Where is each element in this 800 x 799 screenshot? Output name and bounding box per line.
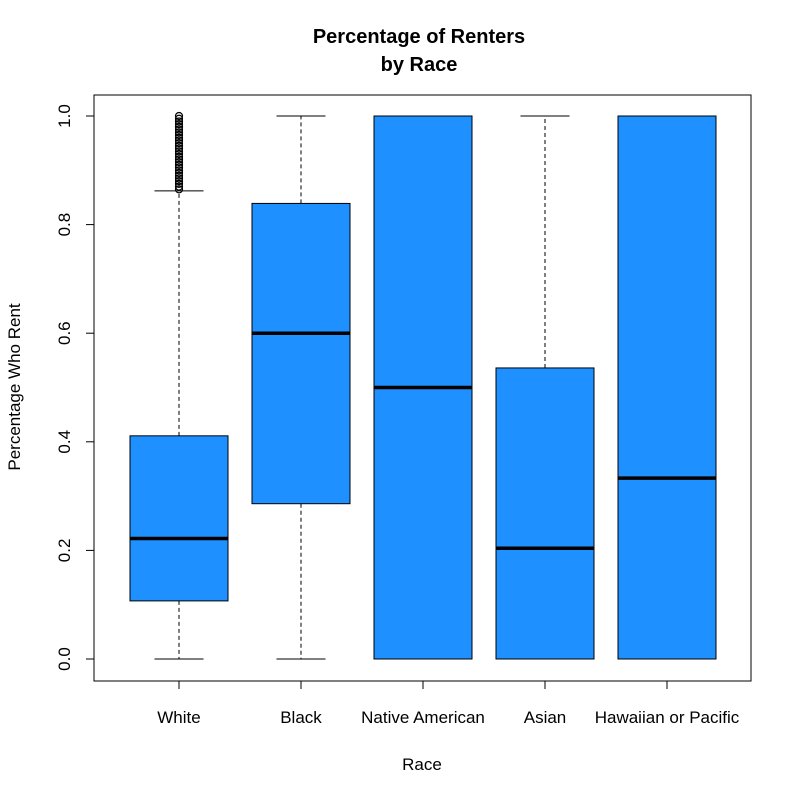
- x-axis: White Black Native American Asian Hawaiian o…: [157, 680, 740, 727]
- outlier-point: [174, 166, 184, 175]
- outlier-point: [174, 141, 184, 150]
- outlier-point: [174, 174, 184, 183]
- outlier-point: [174, 152, 184, 161]
- x-tick-label: Native American: [361, 708, 485, 727]
- outlier-point: [174, 144, 184, 153]
- outlier-point: [174, 120, 184, 129]
- chart-title: Percentage of Renters: [313, 26, 525, 48]
- outlier-point: [174, 179, 184, 188]
- outlier-point: [174, 133, 184, 142]
- box-group: [495, 115, 595, 660]
- outlier-point: [174, 168, 184, 178]
- box-group: [617, 115, 717, 660]
- outlier-point: [174, 177, 184, 186]
- outlier-point: [174, 122, 184, 131]
- outlier-point: [174, 117, 184, 126]
- outlier-point: [174, 125, 184, 134]
- y-tick-label: 0.4: [55, 430, 74, 454]
- outlier-point: [174, 185, 184, 194]
- outlier-point: [174, 128, 184, 137]
- outlier-point: [174, 149, 184, 159]
- x-axis-label: Race: [402, 755, 442, 774]
- plot-area: [129, 111, 717, 660]
- y-tick-label: 0.8: [55, 213, 74, 237]
- outlier-point: [174, 111, 184, 121]
- outlier-point: [174, 139, 184, 148]
- y-axis-label: Percentage Who Rent: [5, 303, 24, 471]
- outlier-point: [174, 163, 184, 172]
- outlier-point: [174, 130, 184, 140]
- box-group: [373, 115, 473, 660]
- y-axis: 0.0 0.2 0.4 0.6 0.8 1.0: [55, 104, 95, 671]
- box-iqr: [251, 202, 351, 505]
- outlier-point: [174, 147, 184, 156]
- outlier-point: [174, 182, 184, 191]
- y-tick-label: 0.2: [55, 539, 74, 563]
- chart-subtitle: by Race: [381, 54, 458, 76]
- y-tick-label: 1.0: [55, 104, 74, 128]
- box-group: [251, 115, 351, 660]
- box-iqr: [129, 435, 229, 602]
- y-tick-label: 0.0: [55, 647, 74, 671]
- x-tick-label: Black: [280, 708, 322, 727]
- box-iqr: [617, 115, 717, 660]
- x-tick-label: Asian: [524, 708, 567, 727]
- y-tick-label: 0.6: [55, 321, 74, 345]
- outlier-point: [174, 136, 184, 145]
- outlier-point: [174, 155, 184, 164]
- x-tick-label: Hawaiian or Pacific: [595, 708, 740, 727]
- outlier-point: [174, 160, 184, 169]
- box-iqr: [495, 367, 595, 660]
- outlier-point: [174, 114, 184, 123]
- outlier-point: [174, 171, 184, 180]
- box-group: [129, 111, 229, 660]
- x-tick-label: White: [157, 708, 200, 727]
- outlier-point: [174, 158, 184, 167]
